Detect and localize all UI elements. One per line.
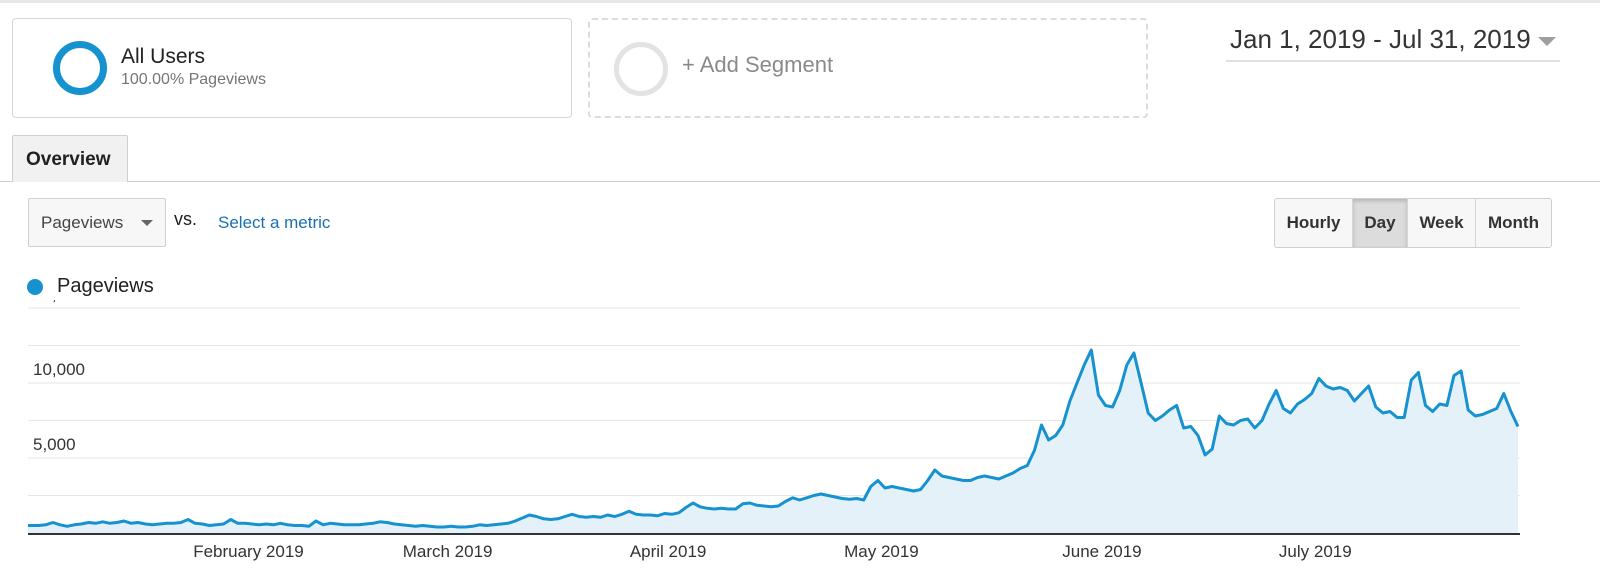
segment-all-users[interactable]: All Users 100.00% Pageviews xyxy=(12,18,572,118)
date-range-label: Jan 1, 2019 - Jul 31, 2019 xyxy=(1230,24,1531,54)
x-tick-label: April 2019 xyxy=(630,542,707,561)
x-tick-label: July 2019 xyxy=(1279,542,1352,561)
add-segment-button[interactable]: + Add Segment xyxy=(588,18,1148,118)
segment-color-ring-icon xyxy=(53,41,107,95)
segment-subtitle: 100.00% Pageviews xyxy=(121,71,266,88)
month-button[interactable]: Month xyxy=(1475,199,1551,247)
chevron-down-icon xyxy=(1538,37,1556,46)
empty-segment-ring-icon xyxy=(614,42,668,96)
pageviews-line xyxy=(28,348,1520,529)
y-tick-label: 10,000 xyxy=(33,360,85,379)
pageviews-area xyxy=(28,350,1518,533)
x-tick-label: June 2019 xyxy=(1062,542,1141,561)
hourly-button[interactable]: Hourly xyxy=(1286,213,1341,232)
granularity-toggle: Hourly Day Week Month xyxy=(1274,198,1552,248)
legend-dot-icon xyxy=(27,279,43,295)
metric-dropdown[interactable]: Pageviews xyxy=(28,198,166,247)
segment-title: All Users xyxy=(121,45,206,68)
date-range-selector[interactable]: Jan 1, 2019 - Jul 31, 2019 xyxy=(1226,20,1560,62)
dropdown-caret-icon xyxy=(141,220,153,226)
select-metric-link[interactable]: Select a metric xyxy=(218,213,331,232)
y-tick-label: 15,000 xyxy=(33,300,85,304)
x-tick-label: May 2019 xyxy=(844,542,919,561)
pageviews-chart: 15,000 10,000 5,000 February 2019 March 201… xyxy=(28,300,1520,561)
top-border xyxy=(0,0,1600,3)
x-tick-label: March 2019 xyxy=(403,542,493,561)
vs-label: vs. xyxy=(174,209,198,229)
y-tick-label: 5,000 xyxy=(33,435,76,454)
week-button[interactable]: Week xyxy=(1407,199,1475,247)
tab-overview[interactable]: Overview xyxy=(12,135,128,182)
x-tick-label: February 2019 xyxy=(193,542,304,561)
tab-divider xyxy=(0,181,1600,182)
tab-overview-label: Overview xyxy=(26,149,111,170)
day-button[interactable]: Day xyxy=(1352,199,1407,247)
add-segment-label: + Add Segment xyxy=(682,52,834,77)
legend-label: Pageviews xyxy=(57,275,154,297)
metric-dropdown-value: Pageviews xyxy=(41,213,124,232)
